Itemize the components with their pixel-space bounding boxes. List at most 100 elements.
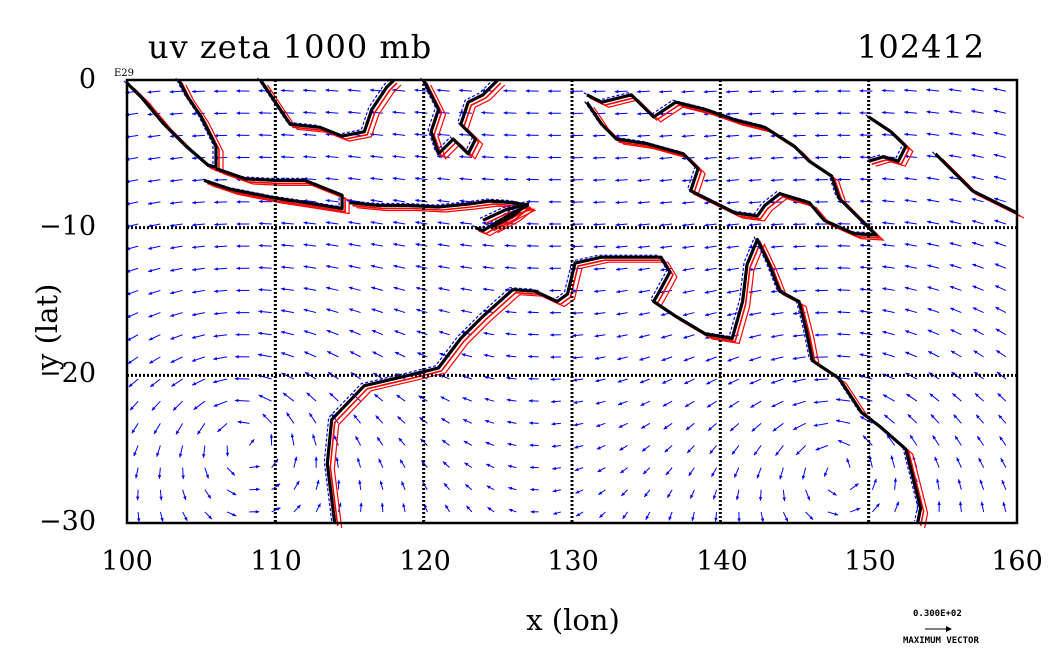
wind-vector-head [170, 201, 174, 205]
wind-vector-head [731, 450, 736, 455]
wind-vector-head [950, 307, 955, 311]
wind-vector-head [726, 134, 730, 138]
wind-vector-head [150, 383, 155, 387]
wind-vector-head [667, 493, 671, 498]
y-axis-label-wrap: y (lat) [0, 220, 64, 370]
wind-vector-head [832, 491, 837, 496]
wind-vector-head [549, 244, 553, 248]
wind-vector-head [130, 406, 134, 411]
wind-vector-head [236, 111, 241, 115]
wind-vector-head [859, 331, 864, 335]
wind-vector-head [147, 201, 152, 206]
wind-vector-head [355, 436, 359, 441]
wind-vector-head [508, 508, 513, 513]
wind-vector-head [296, 504, 301, 509]
wind-vector-head [592, 156, 597, 160]
wind-vector-head [596, 423, 601, 427]
negative-vorticity-contour [479, 201, 525, 227]
wind-vector-head [618, 424, 623, 428]
max-vector-value: 0.300E+02 [913, 609, 962, 619]
wind-vector-head [437, 243, 442, 247]
wind-vector-head [303, 265, 308, 269]
wind-vector-head [637, 112, 641, 116]
wind-vector-head [792, 356, 797, 361]
wind-vector-head [662, 403, 667, 407]
chart-date-code: 102412 [857, 28, 986, 66]
wind-vector-head [197, 430, 201, 435]
wind-vector-head [881, 88, 886, 93]
coastlines [125, 78, 1018, 524]
wind-vector-head [236, 266, 241, 271]
wind-vector-head [659, 89, 663, 94]
wind-vector-head [615, 200, 620, 205]
wind-vector-head [999, 436, 1004, 441]
wind-vector-head [996, 350, 1001, 354]
wind-vector-head [459, 177, 464, 181]
wind-vector-head [704, 245, 709, 250]
wind-vector-head [191, 312, 196, 317]
wind-vector-head [643, 470, 647, 475]
wind-vector-head [979, 479, 983, 484]
wind-vector-head [814, 333, 819, 337]
wind-vector-head [170, 336, 175, 340]
wind-vector-head [837, 89, 841, 93]
wind-vector-head [660, 245, 664, 250]
wind-vector-head [183, 496, 187, 501]
wind-vector-head [393, 308, 398, 312]
wind-vector-head [374, 394, 379, 398]
wind-vector-head [208, 515, 212, 520]
wind-vector-head [793, 178, 797, 182]
wind-vector-head [972, 307, 977, 311]
wind-vector-head [156, 452, 160, 457]
wind-vector-head [303, 155, 308, 159]
wind-vector-head [703, 134, 708, 138]
chart-title: uv zeta 1000 mb [148, 28, 433, 66]
wind-vector-head [550, 333, 554, 337]
wind-vector-head [213, 311, 218, 316]
wind-vector-head [258, 221, 263, 226]
wind-vector-head [333, 435, 338, 440]
wind-vector-head [704, 178, 708, 183]
wind-vector-head [993, 131, 998, 136]
wind-vector-head [770, 334, 775, 339]
wind-vector-head [905, 330, 910, 334]
wind-vector-head [369, 88, 374, 92]
wind-vector-head [837, 221, 842, 226]
wind-vector-head [814, 377, 818, 382]
wind-vector-head [258, 309, 263, 314]
wind-vector-head [859, 155, 864, 159]
wind-vector-head [207, 494, 211, 499]
wind-vector-head [882, 221, 887, 225]
wind-vector-head [151, 406, 156, 411]
wind-vector-head [353, 414, 358, 419]
wind-vector-head [682, 201, 686, 205]
wind-vector-head [459, 155, 464, 159]
negative-vorticity-contour [323, 236, 919, 522]
wind-vector-head [750, 404, 755, 408]
wind-vector-head [348, 264, 353, 269]
wind-vector-head [576, 512, 581, 517]
wind-vector-head [482, 243, 487, 248]
positive-vorticity-contour [210, 173, 350, 215]
wind-vector-head [170, 290, 175, 295]
wind-vector-head [748, 134, 753, 138]
wind-vector-head [949, 264, 954, 268]
wind-vector-head [236, 133, 241, 138]
positive-vorticity-contour [352, 203, 533, 235]
wind-vector-head [703, 90, 708, 94]
wind-vector-head [972, 241, 977, 246]
wind-vector-head [618, 401, 623, 406]
wind-vector-head [859, 395, 864, 400]
wind-vector-head [949, 242, 954, 246]
wind-vector-head [169, 134, 174, 138]
wind-vector-head [392, 154, 397, 159]
wind-vector-head [481, 110, 486, 115]
wind-vector-head [594, 289, 598, 293]
wind-vector-head [370, 154, 375, 159]
wind-vector-head [258, 331, 262, 336]
wind-vector-head [771, 403, 776, 407]
wind-vector-head [682, 267, 687, 272]
wind-vector-head [214, 89, 218, 93]
wind-vector-head [414, 176, 419, 181]
